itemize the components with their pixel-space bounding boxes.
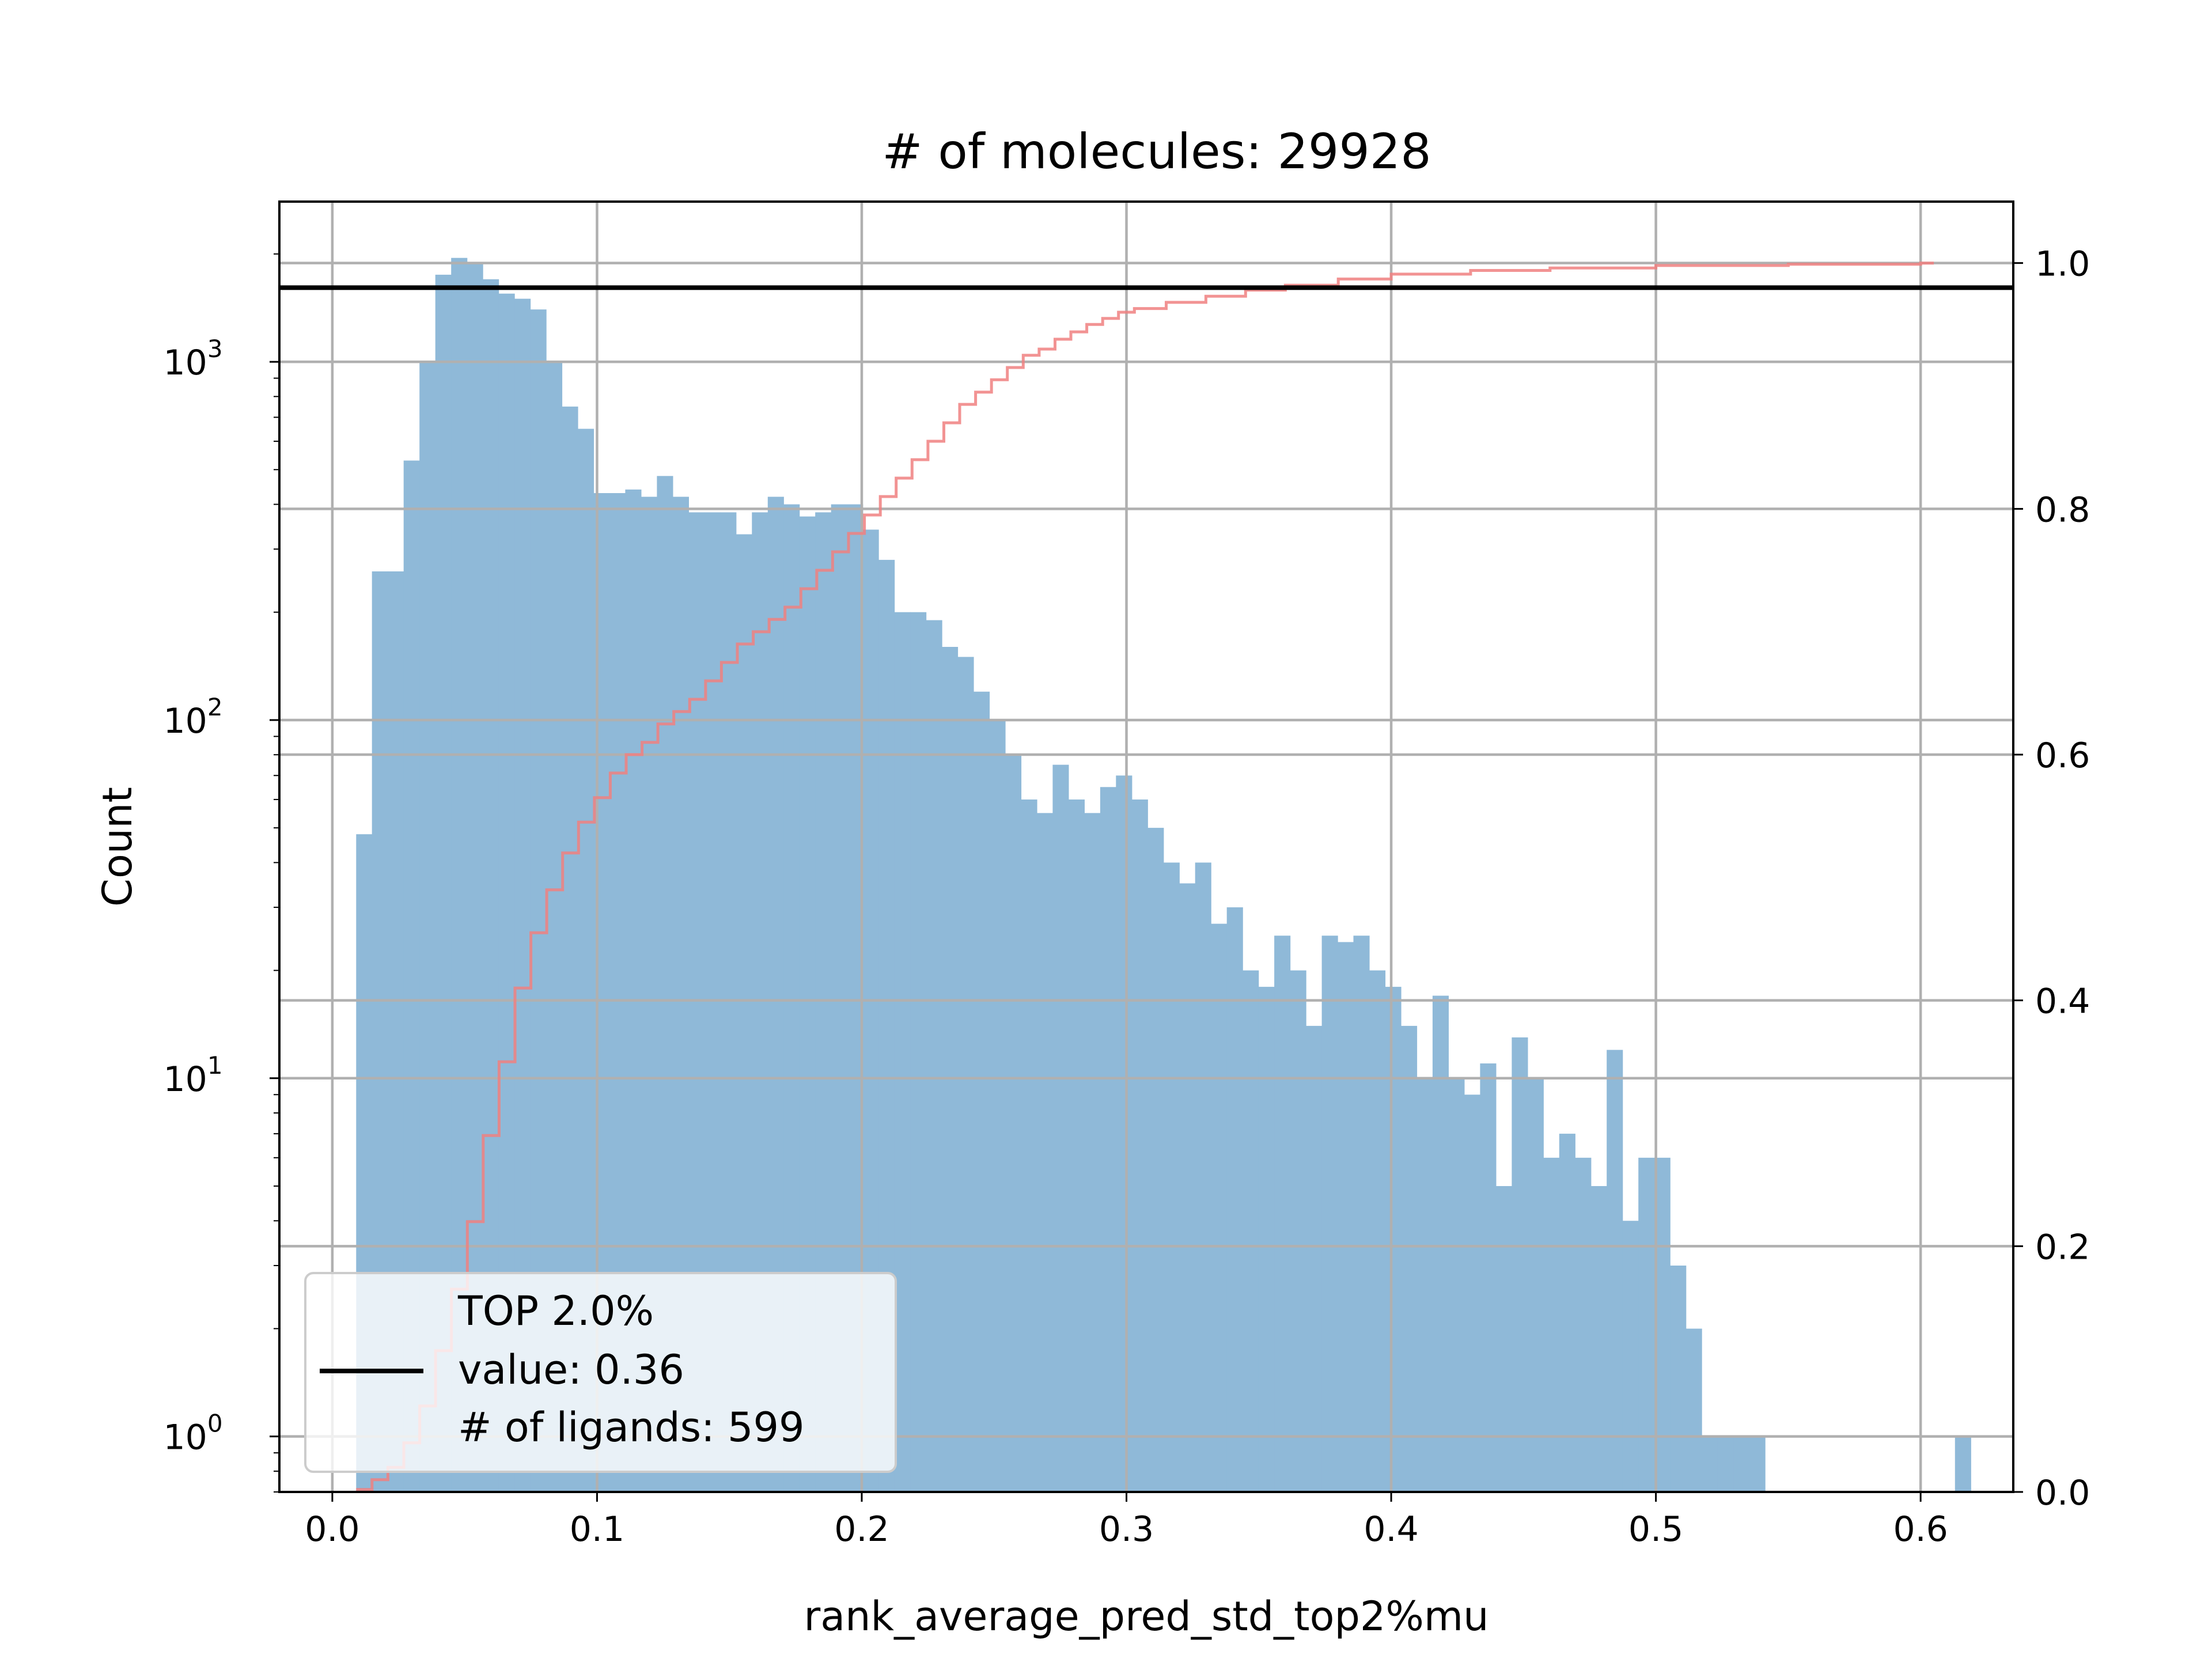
y2-tick-label: 0.8 [2035,490,2090,530]
histogram-bar [1670,1266,1687,1492]
histogram-bar [1116,775,1132,1492]
y-tick-label: 102 [163,693,222,741]
histogram-bar [1448,1078,1465,1492]
histogram-bar [1685,1328,1702,1492]
y2-tick-label: 1.0 [2035,244,2090,285]
histogram-bar [1211,923,1228,1492]
histogram-bar [942,647,959,1492]
y-axis-label: Count [94,787,141,907]
x-tick-label: 0.3 [1099,1509,1154,1550]
legend-line-3: # of ligands: 599 [458,1404,805,1451]
histogram-bar [1702,1436,1718,1492]
histogram-bar [1512,1037,1528,1492]
histogram-bar [1068,799,1085,1492]
histogram-bar [1385,987,1402,1492]
histogram-bar [1955,1436,1971,1492]
y2-axis-ticks: 0.0 0.2 0.4 0.6 0.8 1.0 [2013,244,2090,1513]
histogram-bar [1084,813,1101,1492]
histogram-bar [1179,883,1196,1492]
histogram-bar [1527,1078,1544,1492]
histogram-bar [1258,987,1275,1492]
histogram-bar [1733,1436,1750,1492]
y2-tick-label: 0.6 [2035,736,2090,776]
legend-box [304,1272,897,1473]
histogram-bar [1274,935,1291,1492]
cdf-layer [356,262,1934,1491]
x-tick-label: 0.5 [1628,1509,1683,1550]
x-axis-label: rank_average_pred_std_top2%mu [804,1593,1489,1640]
histogram-bar [1495,1186,1512,1492]
histogram-bar [1195,862,1211,1492]
histogram-bar [1464,1094,1480,1492]
histogram-bar [1369,970,1386,1492]
histogram-bar [1401,1025,1418,1492]
legend-line-2: value: 0.36 [458,1346,684,1393]
histogram-bar [1147,828,1164,1492]
y2-tick-label: 0.4 [2035,982,2090,1022]
y-axis-ticks: 100 101 102 103 [163,253,279,1493]
histogram-bar [926,620,942,1492]
histogram-bar [1338,942,1354,1492]
y2-tick-label: 0.0 [2035,1473,2090,1513]
x-tick-label: 0.4 [1363,1509,1418,1550]
histogram-bar [1575,1157,1592,1492]
histogram-bar [1622,1221,1639,1492]
histogram-bar [1590,1186,1607,1492]
chart-title: # of molecules: 29928 [882,123,1431,180]
histogram-bar [1638,1157,1655,1492]
histogram-bar [1036,813,1053,1492]
x-tick-label: 0.2 [834,1509,889,1550]
histogram-bar [1559,1134,1575,1492]
histogram-bar [1052,764,1069,1492]
y-tick-label: 101 [163,1051,222,1100]
plot-frame [278,200,2014,1493]
x-tick-label: 0.0 [305,1509,359,1550]
histogram-bar [1021,799,1037,1492]
histogram-bar [957,657,974,1492]
legend-line-1: TOP 2.0% [457,1287,654,1335]
y-tick-label: 100 [163,1410,222,1458]
histogram-bar [910,612,927,1492]
histogram-bar [1290,970,1306,1492]
histogram-bar [1321,935,1338,1492]
x-axis-ticks: 0.0 0.1 0.2 0.3 0.4 0.5 0.6 [305,1492,1948,1550]
histogram-bar [1163,862,1180,1492]
histogram-bar [1432,995,1449,1492]
histogram-bar [1306,1025,1323,1492]
histogram-bar [1416,1078,1433,1492]
histogram-bar [1749,1436,1766,1492]
x-tick-label: 0.1 [570,1509,624,1550]
histogram-bar [1131,799,1148,1492]
y2-tick-label: 0.2 [2035,1227,2090,1267]
cdf-line [356,262,1934,1491]
y-tick-label: 103 [163,335,222,383]
histogram-bar [1717,1436,1734,1492]
histogram-bar [1480,1063,1497,1492]
histogram-bar [1226,907,1243,1492]
histogram-bar [1243,970,1259,1492]
histogram-bar [1353,935,1370,1492]
legend: TOP 2.0% value: 0.36 # of ligands: 599 [304,1272,897,1473]
histogram-bar [1005,755,1022,1492]
x-tick-label: 0.6 [1893,1509,1948,1550]
histogram-bar [894,612,911,1492]
histogram-bar [989,719,1006,1492]
histogram-bar [1607,1050,1623,1492]
histogram-bar [1543,1157,1560,1492]
histogram-bar [974,691,990,1492]
histogram-bar [1100,787,1116,1492]
